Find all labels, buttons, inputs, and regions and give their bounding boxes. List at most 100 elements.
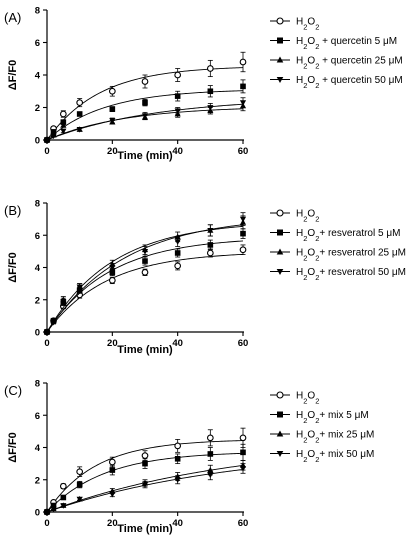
data-point — [76, 111, 83, 117]
data-point — [207, 88, 214, 95]
y-tick-label: 0 — [35, 328, 40, 339]
series-4 — [43, 212, 247, 336]
y-axis-title: ΔF/F0 — [7, 60, 19, 91]
data-point — [206, 65, 214, 72]
legend-marker — [276, 209, 284, 217]
legend-marker — [276, 450, 284, 457]
legend-marker — [276, 248, 284, 255]
legend-item-1: H2O2 — [296, 391, 319, 406]
fit-curve — [46, 225, 244, 333]
series-1 — [43, 51, 247, 144]
x-tick-label: 40 — [172, 518, 183, 529]
data-point — [174, 239, 181, 245]
y-tick-label: 4 — [35, 443, 41, 454]
legend-item-4: H2O2+ resveratrol 50 μM — [296, 267, 406, 282]
data-point — [60, 494, 67, 501]
legend-marker — [276, 56, 284, 63]
legend-item-1: H2O2 — [296, 209, 319, 224]
data-point — [142, 460, 148, 467]
data-point — [109, 269, 116, 276]
data-point — [239, 246, 247, 254]
data-point — [207, 228, 214, 234]
data-point — [141, 452, 149, 459]
x-axis-title: Time (min) — [117, 344, 173, 356]
y-tick-label: 4 — [35, 71, 41, 82]
data-point — [50, 502, 57, 509]
data-point — [174, 477, 181, 483]
legend-marker — [277, 229, 283, 236]
y-tick-label: 8 — [35, 6, 40, 17]
legend-item-4: H2O2 + quercetin 50 μM — [296, 75, 403, 90]
data-point — [60, 128, 67, 135]
y-tick-label: 0 — [35, 136, 40, 147]
legend-marker — [276, 268, 284, 275]
data-point — [50, 506, 57, 512]
x-tick-label: 60 — [238, 338, 249, 349]
data-point — [239, 58, 247, 66]
panel-label: (A) — [4, 10, 21, 25]
legend: H2O2 H2O2 + quercetin 5 μM H2O2 + querceti… — [270, 17, 403, 90]
data-point — [207, 105, 214, 111]
x-tick-label: 60 — [238, 518, 249, 529]
data-point — [174, 262, 182, 270]
legend-marker — [276, 430, 284, 437]
data-point — [108, 277, 116, 284]
data-point — [174, 71, 182, 79]
data-point — [207, 472, 214, 479]
data-point — [109, 265, 116, 271]
data-point — [141, 248, 149, 255]
data-point — [109, 491, 116, 498]
panel-label: (B) — [4, 203, 21, 218]
data-point — [207, 451, 214, 457]
data-point — [207, 242, 214, 248]
legend: H2O2 H2O2+ resveratrol 5 μM H2O2+ resverat… — [270, 209, 406, 282]
legend-item-4: H2O2+ mix 50 μM — [296, 449, 374, 464]
legend-marker — [277, 411, 283, 418]
x-tick-label: 0 — [44, 146, 49, 157]
y-tick-label: 4 — [35, 263, 41, 274]
y-tick-label: 2 — [35, 475, 40, 486]
chart-panel-3: (C) 0 2 4 6 8 0 20 40 60 Time (min) ΔF/F0 H2O2 H2O2+ … — [4, 379, 374, 536]
x-axis-title: Time (min) — [117, 523, 173, 535]
legend-item-1: H2O2 — [296, 17, 319, 32]
data-point — [76, 127, 83, 133]
data-point — [239, 216, 247, 223]
data-point — [50, 129, 57, 135]
data-point — [174, 108, 181, 114]
data-point — [60, 119, 67, 125]
data-point — [240, 449, 246, 456]
fit-curve — [46, 469, 244, 513]
data-point — [207, 466, 214, 473]
data-point — [60, 122, 67, 128]
y-axis-title: ΔF/F0 — [7, 432, 19, 463]
legend-item-3: H2O2+ resveratrol 25 μM — [296, 248, 406, 263]
data-point — [76, 468, 84, 476]
data-point — [59, 482, 67, 490]
data-point — [43, 137, 51, 144]
data-point — [60, 298, 67, 305]
x-tick-label: 60 — [238, 146, 249, 157]
data-point — [76, 481, 83, 488]
data-point — [141, 268, 149, 276]
x-tick-label: 0 — [44, 518, 49, 529]
data-point — [141, 113, 149, 119]
data-point — [108, 458, 116, 466]
y-tick-label: 8 — [35, 379, 40, 390]
legend-item-3: H2O2 + quercetin 25 μM — [296, 56, 403, 71]
x-tick-label: 40 — [172, 146, 183, 157]
x-tick-label: 20 — [107, 518, 118, 529]
y-tick-label: 8 — [35, 199, 40, 210]
data-point — [206, 434, 214, 442]
y-axis-title: ΔF/F0 — [7, 252, 19, 283]
data-point — [109, 467, 116, 473]
legend-item-2: H2O2 + quercetin 5 μM — [296, 36, 397, 51]
data-point — [239, 100, 247, 106]
y-tick-label: 0 — [35, 508, 40, 519]
data-point — [76, 496, 83, 503]
data-point — [59, 110, 67, 118]
x-tick-label: 20 — [107, 146, 118, 157]
data-point — [240, 230, 246, 237]
legend-marker — [276, 17, 284, 25]
data-point — [141, 482, 149, 488]
